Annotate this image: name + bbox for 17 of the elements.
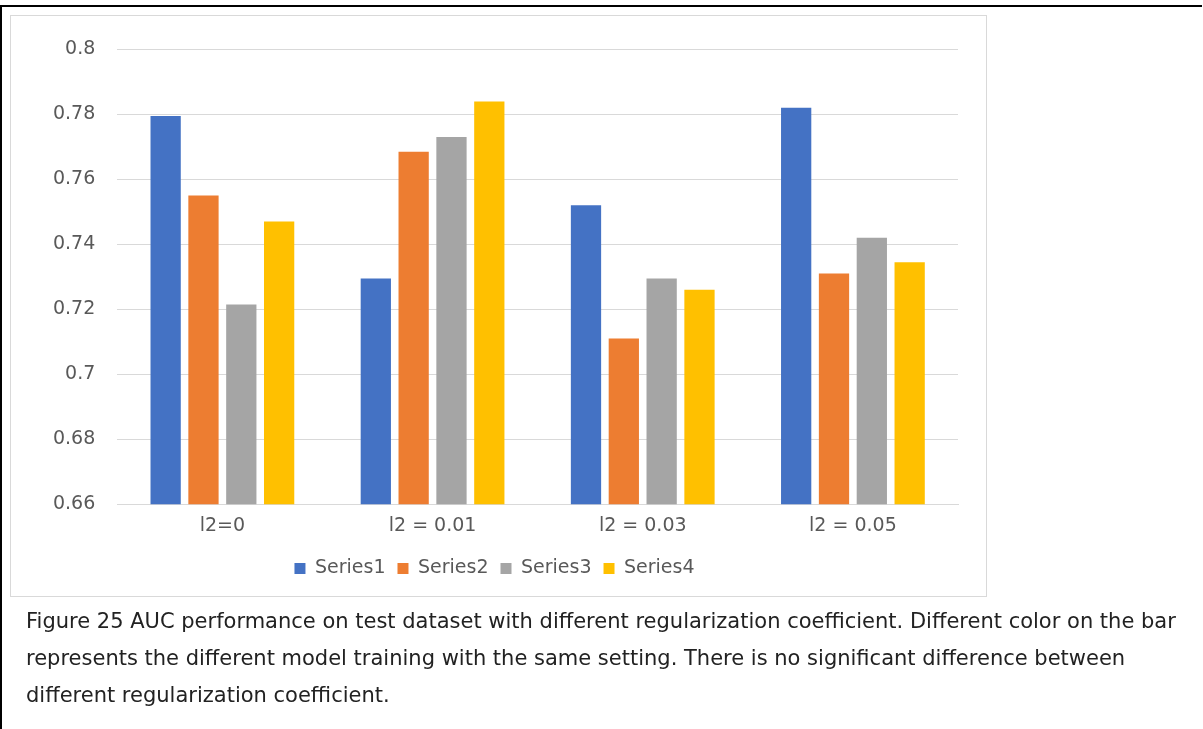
y-tick-label: 0.68: [52, 426, 96, 449]
y-tick-label: 0.78: [52, 101, 96, 124]
legend-label: Series3: [521, 555, 592, 578]
y-tick-label: 0.72: [52, 296, 96, 319]
x-tick-label: l2 = 0.01: [388, 512, 477, 535]
x-tick-label: l2 = 0.03: [598, 512, 687, 535]
caption: Figure 25 AUC performance on test dataset with different regularization coefficient. Different color on the bar represents the different model training with the same setting. There is no significant difference between different regularization coefficient.: [26, 608, 1176, 709]
legend-label: Series1: [314, 555, 386, 578]
y-tick-label: 0.76: [52, 166, 96, 189]
y-tick-label: 0.7: [65, 361, 96, 384]
x-tick-label: l2=0: [199, 512, 246, 535]
y-tick-label: 0.8: [65, 36, 96, 59]
y-tick-label: 0.66: [52, 491, 96, 514]
x-tick-label: l2 = 0.05: [809, 512, 897, 535]
legend-label: Series2: [417, 555, 489, 578]
y-tick-label: 0.74: [52, 231, 96, 254]
legend-label: Series4: [624, 555, 695, 578]
